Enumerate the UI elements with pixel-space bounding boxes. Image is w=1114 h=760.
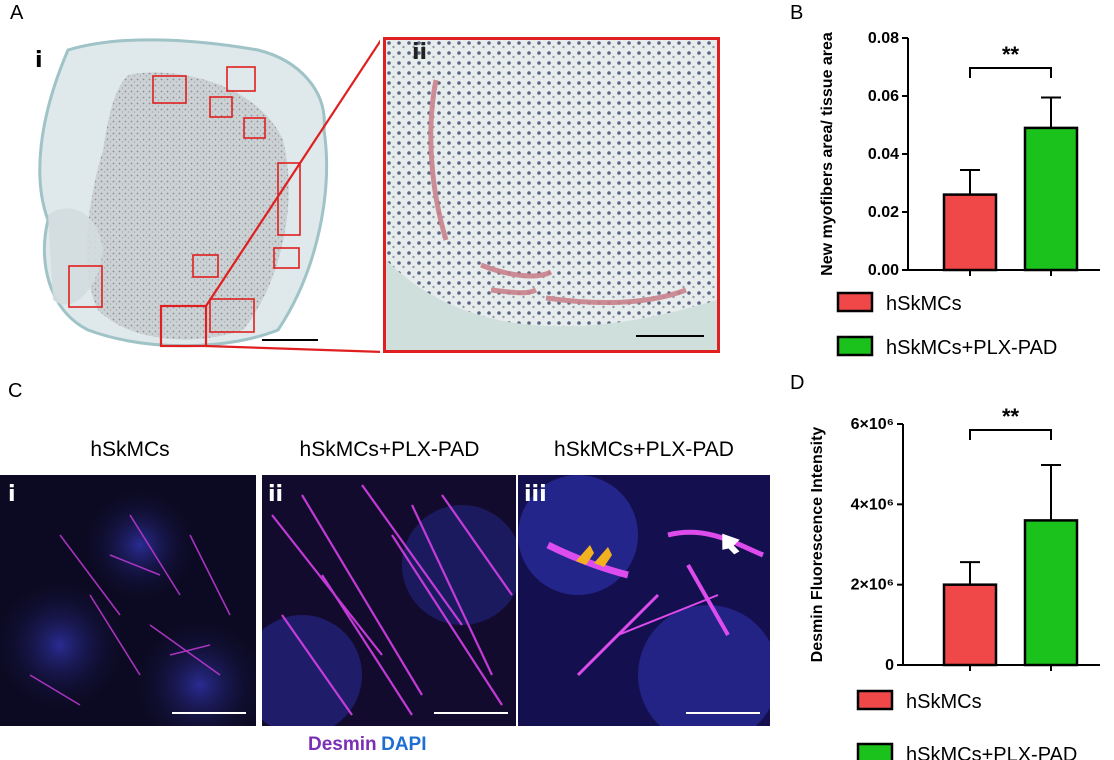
y-axis-label: Desmin Fluorescence Intensity <box>809 427 826 663</box>
y-tick-label: 0.02 <box>868 204 899 221</box>
chart-d: 0 2×10⁶ 4×10⁶ 6×10⁶ Desmin Fluorescence Inte… <box>809 404 1100 760</box>
y-tick-label: 0.00 <box>868 262 899 279</box>
legend-label-hskmcs: hSkMCs <box>906 691 982 713</box>
roi-box <box>243 117 266 139</box>
panel-a-sub-ii: ii <box>412 40 428 65</box>
y-tick-label: 2×10⁶ <box>851 577 894 594</box>
zoom-connector <box>205 39 380 307</box>
panel-b-letter: B <box>790 2 804 24</box>
stain-label-dapi: DAPI <box>381 734 427 755</box>
roi-box <box>159 304 208 348</box>
legend-swatch-hskmcs <box>856 689 894 711</box>
legend-swatch-hskmcs-plx-pad <box>836 335 874 357</box>
chart-b: 0.00 0.02 0.04 0.06 0.08 New myofibers area/ … <box>819 30 1100 359</box>
column-title-control: hSkMCs <box>90 438 170 461</box>
roi-box <box>152 75 187 104</box>
panel-c-sub-i: i <box>8 482 16 507</box>
zoom-connector <box>205 344 380 353</box>
y-axis-label: New myofibers area/ tissue area <box>819 32 836 276</box>
y-tick-label: 4×10⁶ <box>851 496 894 513</box>
roi-box <box>226 66 256 92</box>
tissue-section-image <box>28 30 368 355</box>
fluorescence-image-plx-pad <box>262 475 516 726</box>
bar-hskmcs <box>942 583 998 667</box>
roi-box <box>277 162 301 236</box>
y-tick-label: 0.06 <box>868 88 899 105</box>
fluorescence-image-control <box>0 475 256 726</box>
bar-hskmcs-plx-pad <box>1023 126 1079 272</box>
panel-c-sub-iii: iii <box>524 482 547 507</box>
legend-label-hskmcs: hSkMCs <box>886 293 962 315</box>
column-title-plx-pad: hSkMCs+PLX-PAD <box>299 438 480 461</box>
legend-swatch-hskmcs-plx-pad <box>856 742 894 760</box>
stain-label-desmin: Desmin <box>308 734 377 755</box>
panel-c-sub-ii: ii <box>268 482 284 507</box>
significance-bracket <box>969 67 1052 78</box>
legend-label-hskmcs-plx-pad: hSkMCs+PLX-PAD <box>886 337 1057 359</box>
legend-label-hskmcs-plx-pad: hSkMCs+PLX-PAD <box>906 744 1077 760</box>
fluorescence-image-plx-pad-detail <box>518 475 770 726</box>
column-title-plx-pad-detail: hSkMCs+PLX-PAD <box>554 438 734 461</box>
y-tick-label: 0.04 <box>868 146 899 163</box>
stain-legend: Desmin DAPI <box>308 734 427 756</box>
bar-hskmcs-plx-pad <box>1023 519 1079 667</box>
panel-c-letter: C <box>8 380 23 402</box>
significance-bracket <box>969 429 1052 440</box>
y-tick-label: 6×10⁶ <box>851 416 894 433</box>
panel-a-sub-i: i <box>35 48 43 73</box>
legend-swatch-hskmcs <box>836 291 874 313</box>
roi-overlay <box>68 39 380 353</box>
panel-d-letter: D <box>790 372 805 394</box>
roi-box <box>192 254 219 278</box>
panel-a-letter: A <box>10 2 24 24</box>
roi-box <box>209 298 255 333</box>
roi-box <box>68 265 103 308</box>
y-tick-label: 0 <box>885 657 894 674</box>
y-tick-label: 0.08 <box>868 30 899 47</box>
significance-label: ** <box>1002 404 1020 429</box>
significance-label: ** <box>1002 42 1020 67</box>
bar-hskmcs <box>942 193 998 272</box>
zoomed-region-image <box>383 37 720 353</box>
roi-box <box>273 247 300 269</box>
roi-box <box>209 96 233 118</box>
